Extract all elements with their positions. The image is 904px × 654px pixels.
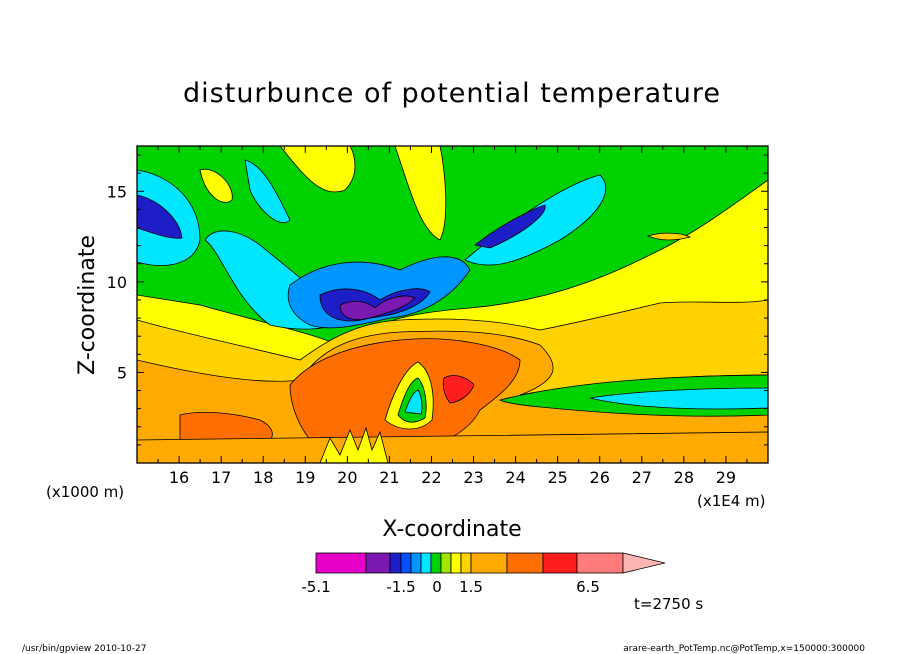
colorbar-bin: [420, 552, 432, 574]
contour-field: [137, 146, 768, 463]
contour-blue-right: [474, 204, 546, 249]
contour-blue-left: [137, 194, 183, 239]
colorbar-bin: [450, 552, 462, 574]
contour-yellow-pocket-2: [394, 146, 447, 241]
x-tick-label: 29: [716, 468, 736, 487]
colorbar-bin: [400, 552, 412, 574]
y-tick-label: 10: [107, 273, 127, 292]
contour-orange-spot: [646, 232, 692, 241]
colorbar-tick-label: -5.1: [301, 578, 330, 596]
x-tick-label: 18: [253, 468, 273, 487]
x-tick-label: 26: [590, 468, 610, 487]
x-tick-label: 16: [169, 468, 189, 487]
contour-red-spot: [442, 375, 475, 404]
contour-cyan-lower: [589, 387, 768, 410]
colorbar-bin: [365, 552, 391, 574]
colorbar-tick-label: 6.5: [576, 578, 600, 596]
x-tick-label: 20: [337, 468, 357, 487]
colorbar-bin: [440, 552, 452, 574]
colorbar-extend-arrow: [622, 552, 666, 574]
x-unit-left-label: (x1000 m): [46, 483, 124, 501]
contour-surface-plume: [319, 426, 389, 463]
x-tick-label: 21: [379, 468, 399, 487]
colorbar-tick-label: -1.5: [386, 578, 415, 596]
chart-title: disturbunce of potential temperature: [183, 78, 721, 109]
colorbar-tick-label: 0: [432, 578, 442, 596]
x-tick-label: 17: [211, 468, 231, 487]
colorbar-bin: [470, 552, 508, 574]
colorbar-bin: [410, 552, 422, 574]
x-tick-label: 28: [674, 468, 694, 487]
x-tick-label: 22: [421, 468, 441, 487]
colorbar-bin: [430, 552, 442, 574]
y-tick-label: 5: [117, 363, 127, 382]
contour-surface-band: [137, 431, 768, 463]
x-tick-label: 24: [505, 468, 525, 487]
contour-yellow-pocket-1: [279, 146, 356, 193]
y-axis-label: Z-coordinate: [75, 235, 100, 375]
colorbar-bin: [542, 552, 578, 574]
colorbar-bin: [460, 552, 472, 574]
contour-yellow-pocket-3: [199, 168, 233, 203]
time-annotation: t=2750 s: [634, 595, 703, 613]
x-tick-label: 23: [463, 468, 483, 487]
footer-right: arare-earth_PotTemp.nc@PotTemp,x=150000:…: [623, 644, 865, 654]
x-tick-label: 25: [547, 468, 567, 487]
colorbar-bin: [506, 552, 544, 574]
colorbar-bin: [315, 552, 367, 574]
contour-purple-core: [339, 295, 416, 320]
footer-left: /usr/bin/gpview 2010-10-27: [22, 644, 146, 654]
contour-cyan-plume: [404, 389, 423, 415]
colorbar-bin: [389, 552, 402, 574]
x-axis-label: X-coordinate: [382, 517, 521, 542]
x-unit-right-label: (x1E4 m): [697, 492, 766, 510]
y-tick-label: 15: [107, 182, 127, 201]
colorbar-bin: [576, 552, 624, 574]
colorbar-tick-label: 1.5: [459, 578, 483, 596]
x-tick-label: 19: [295, 468, 315, 487]
x-tick-label: 27: [632, 468, 652, 487]
contour-cyan-stripe: [244, 159, 291, 223]
colorbar: [315, 552, 666, 574]
